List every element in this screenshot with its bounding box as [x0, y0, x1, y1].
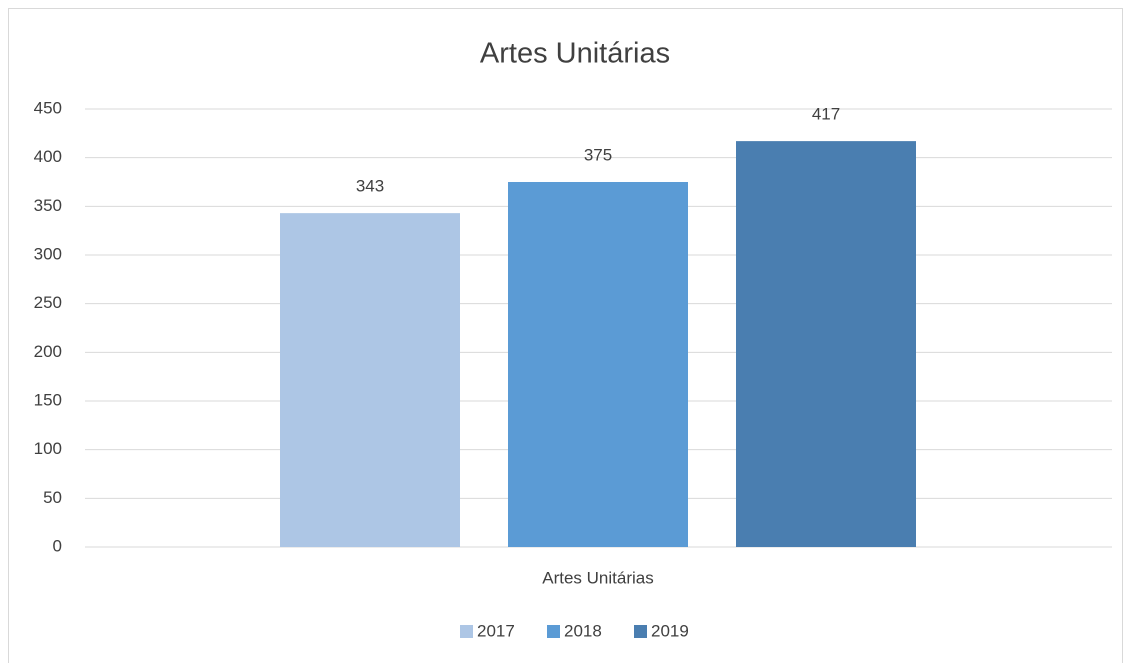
y-tick-label: 50: [43, 488, 62, 507]
legend-swatch: [460, 625, 473, 638]
legend-label: 2017: [477, 621, 515, 640]
chart-title: Artes Unitárias: [480, 38, 670, 70]
y-tick-label: 200: [34, 342, 62, 361]
data-label: 417: [812, 105, 840, 124]
y-tick-label: 400: [34, 147, 62, 166]
y-tick-label: 100: [34, 439, 62, 458]
bar: [736, 141, 916, 547]
data-label: 343: [356, 177, 384, 196]
legend-label: 2018: [564, 621, 602, 640]
y-tick-label: 0: [53, 536, 62, 555]
x-tick-label: Artes Unitárias: [542, 568, 653, 587]
y-tick-label: 350: [34, 196, 62, 215]
legend-swatch: [547, 625, 560, 638]
bar: [280, 213, 460, 547]
y-tick-label: 150: [34, 390, 62, 409]
bar: [508, 182, 688, 547]
legend-label: 2019: [651, 621, 689, 640]
y-tick-label: 450: [34, 98, 62, 117]
data-label: 375: [584, 145, 612, 164]
y-tick-label: 300: [34, 244, 62, 263]
y-tick-label: 250: [34, 293, 62, 312]
legend-swatch: [634, 625, 647, 638]
